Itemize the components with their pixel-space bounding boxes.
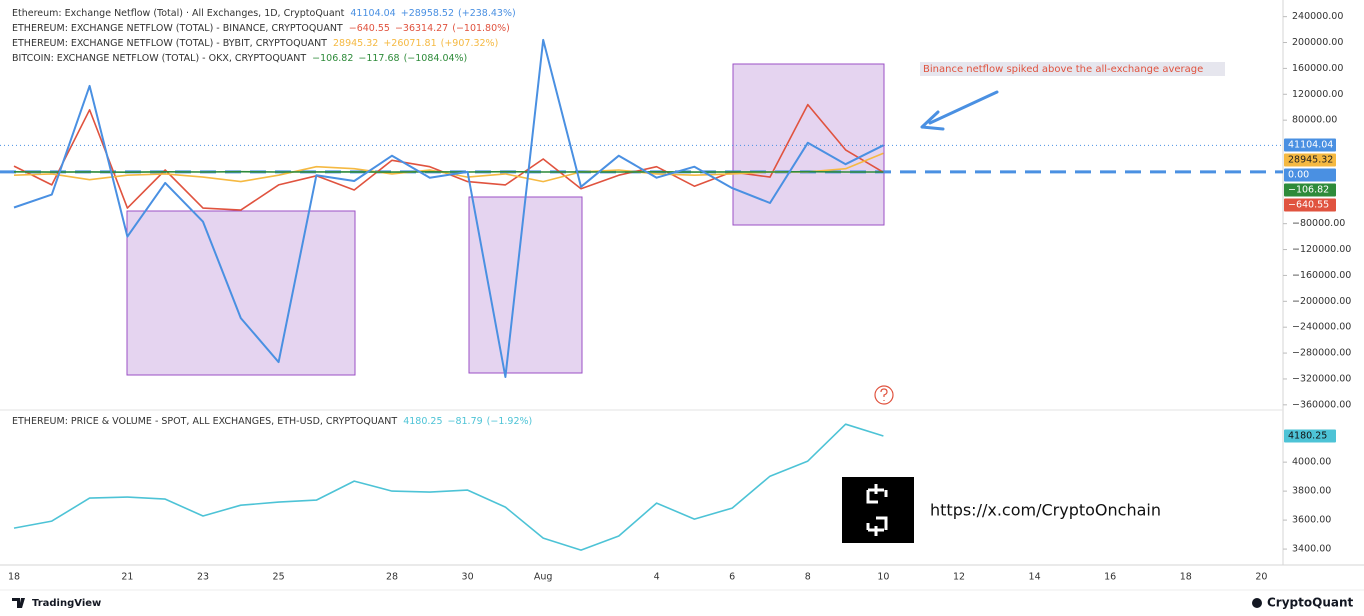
y-tick-label: 3400.00 xyxy=(1292,544,1331,555)
x-tick-label: 18 xyxy=(8,572,20,583)
price-tag xyxy=(1284,138,1336,152)
legend-change-pct: (−101.80%) xyxy=(452,23,510,34)
y-tick-label: −120000.00 xyxy=(1292,244,1351,255)
annotation-bg xyxy=(920,62,1225,76)
y-tick-label: −160000.00 xyxy=(1292,270,1351,281)
annotation: Binance netflow spiked above the all-exc… xyxy=(923,64,1203,75)
y-tick-label: 120000.00 xyxy=(1292,89,1343,100)
legend-change: +28958.52 xyxy=(401,8,454,19)
y-tick-label: −80000.00 xyxy=(1292,218,1345,229)
legend-change-pct: (+907.32%) xyxy=(441,38,499,49)
price-tag-label: 28945.32 xyxy=(1288,155,1333,166)
price-tag-label: −640.55 xyxy=(1288,200,1329,211)
highlight-box xyxy=(468,196,583,374)
price-tag-label: 4180.25 xyxy=(1288,431,1327,442)
legend-name: ETHEREUM: PRICE & VOLUME - SPOT, ALL EXC… xyxy=(12,416,397,427)
x-tick-label: 30 xyxy=(462,572,474,583)
legend-name: ETHEREUM: EXCHANGE NETFLOW (TOTAL) - BIN… xyxy=(12,23,343,34)
price-tag xyxy=(1284,183,1336,197)
x-tick-label: 6 xyxy=(729,572,735,583)
price-tag xyxy=(1284,198,1336,212)
legend-last: 41104.04 xyxy=(350,8,395,19)
legend-entry: ETHEREUM: PRICE & VOLUME - SPOT, ALL EXC… xyxy=(12,416,532,427)
highlight-box xyxy=(732,63,885,226)
legend-change-pct: (−1.92%) xyxy=(487,416,533,427)
arrow xyxy=(928,90,999,125)
y-tick-label: 4000.00 xyxy=(1292,457,1331,468)
footer-right: CryptoQuant xyxy=(1267,596,1354,610)
legend-name: Ethereum: Exchange Netflow (Total) · All… xyxy=(12,8,345,19)
arrow-head xyxy=(920,110,945,131)
legend-entry: BITCOIN: EXCHANGE NETFLOW (TOTAL) - OKX,… xyxy=(12,53,467,64)
legend-change: −36314.27 xyxy=(395,23,448,34)
cryptoquant-logo xyxy=(1252,598,1262,608)
legend-change-pct: (+238.43%) xyxy=(458,8,516,19)
legend-entry: ETHEREUM: EXCHANGE NETFLOW (TOTAL) - BYB… xyxy=(12,38,498,49)
price-tag xyxy=(1284,168,1336,182)
y-tick-label: 240000.00 xyxy=(1292,11,1343,22)
legend-name: ETHEREUM: EXCHANGE NETFLOW (TOTAL) - BYB… xyxy=(12,38,327,49)
y-tick-label: −240000.00 xyxy=(1292,322,1351,333)
x-tick-label: 16 xyxy=(1104,572,1116,583)
highlight-box xyxy=(126,210,356,376)
y-tick-label: −200000.00 xyxy=(1292,296,1351,307)
x-tick-label: 10 xyxy=(877,572,889,583)
legend-last: 4180.25 xyxy=(403,416,442,427)
legend-entry: ETHEREUM: EXCHANGE NETFLOW (TOTAL) - BIN… xyxy=(12,23,510,34)
x-tick-label: 20 xyxy=(1255,572,1267,583)
y-tick-label: −360000.00 xyxy=(1292,399,1351,410)
price-tag xyxy=(1284,429,1336,443)
series-line xyxy=(13,423,884,551)
x-tick-label: 4 xyxy=(654,572,660,583)
series-line xyxy=(13,38,884,378)
watermark-logo xyxy=(842,477,914,543)
x-tick-label: 21 xyxy=(121,572,133,583)
y-tick-label: 200000.00 xyxy=(1292,37,1343,48)
legend-entry: Ethereum: Exchange Netflow (Total) · All… xyxy=(12,8,516,19)
legend-change: −81.79 xyxy=(448,416,483,427)
watermark-glyph xyxy=(866,484,888,536)
price-tag xyxy=(1284,153,1336,167)
tradingview-logo xyxy=(12,598,25,608)
x-tick-label: 14 xyxy=(1029,572,1041,583)
y-tick-label: 3600.00 xyxy=(1292,515,1331,526)
y-tick-label: −280000.00 xyxy=(1292,348,1351,359)
series-line xyxy=(13,152,884,183)
legend-change-pct: (−1084.04%) xyxy=(404,53,468,64)
y-tick-label: 160000.00 xyxy=(1292,63,1343,74)
help-icon-glyph xyxy=(880,388,888,401)
y-tick-label: 80000.00 xyxy=(1292,115,1337,126)
series-line xyxy=(13,170,884,173)
x-tick-label: 18 xyxy=(1180,572,1192,583)
y-tick-label: −320000.00 xyxy=(1292,373,1351,384)
x-tick-label: Aug xyxy=(534,572,553,583)
x-tick-label: 25 xyxy=(273,572,285,583)
x-tick-label: 8 xyxy=(805,572,811,583)
legend-change: −117.68 xyxy=(358,53,399,64)
legend-change: +26071.81 xyxy=(383,38,436,49)
legend-last: 28945.32 xyxy=(333,38,378,49)
legend-last: −106.82 xyxy=(312,53,353,64)
x-tick-label: 28 xyxy=(386,572,398,583)
y-tick-label: 3800.00 xyxy=(1292,486,1331,497)
legend-last: −640.55 xyxy=(349,23,390,34)
price-tag-label: −106.82 xyxy=(1288,185,1329,196)
legend-name: BITCOIN: EXCHANGE NETFLOW (TOTAL) - OKX,… xyxy=(12,53,306,64)
price-tag-label: 0.00 xyxy=(1288,170,1309,181)
x-tick-label: 23 xyxy=(197,572,209,583)
price-tag-label: 41104.04 xyxy=(1288,140,1333,151)
x-tick-label: 12 xyxy=(953,572,965,583)
footer-left: TradingView xyxy=(32,598,101,609)
watermark-text: https://x.com/CryptoOnchain xyxy=(930,501,1161,520)
